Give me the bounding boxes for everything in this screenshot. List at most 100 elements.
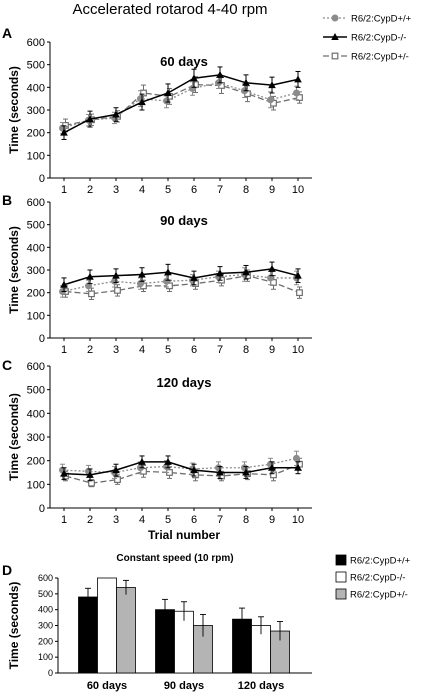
x-tick-label: 10 (292, 514, 304, 526)
data-point (86, 115, 94, 123)
data-point (216, 269, 224, 277)
bar-panel: D Constant speed (10 rpm) 0 100 200 300 400 500… (2, 553, 312, 692)
x-tick-label: 2 (87, 344, 93, 356)
data-point (268, 264, 276, 272)
legend-top: R6/2:CypD+/+ R6/2:CypD-/- R6/2:CypD+/- (323, 14, 412, 63)
y-tick-label: 500 (27, 60, 45, 72)
y-tick-label: 500 (27, 385, 45, 397)
x-tick-label: 1 (61, 184, 67, 196)
series-1 (60, 66, 302, 140)
legend-item: R6/2:CypD+/+ (323, 14, 412, 25)
legend-label: R6/2:CypD+/+ (351, 14, 412, 25)
y-tick-label: 400 (38, 605, 53, 615)
legend-bar: R6/2:CypD+/+ R6/2:CypD-/- R6/2:CypD+/- (335, 554, 411, 601)
y-tick-label: 400 (27, 242, 45, 254)
x-tick-label: 10 (292, 344, 304, 356)
x-tick-label: 8 (243, 184, 249, 196)
series-2 (62, 457, 303, 488)
data-point (164, 89, 172, 96)
series-line (62, 457, 297, 474)
x-tick-label: 7 (217, 184, 223, 196)
data-point (112, 271, 120, 279)
series-line (65, 463, 300, 484)
legend-item: R6/2:CypD+/- (335, 588, 408, 601)
panel-title: 90 days (160, 213, 208, 228)
data-point (114, 287, 121, 294)
data-point (164, 268, 172, 276)
data-point (270, 471, 277, 479)
x-tick-label: 4 (139, 344, 145, 356)
legend-marker (331, 14, 339, 22)
panel-title: Constant speed (10 rpm) (116, 553, 233, 564)
data-point (268, 81, 276, 89)
x-tick-label: 10 (292, 184, 304, 196)
main-title: Accelerated rotarod 4-40 rpm (72, 1, 267, 18)
legend-marker (331, 33, 339, 40)
line-panel-C: C 120 days 0 100 200 300 400 500 600 1 2 3 4 5 6 7 8 9 10 T… (2, 357, 312, 542)
x-tick-label: 4 (139, 514, 145, 526)
y-tick-label: 200 (27, 128, 45, 140)
series-line (65, 83, 300, 127)
x-tick-label: 3 (113, 514, 119, 526)
y-tick-label: 500 (38, 589, 53, 599)
bar (78, 596, 98, 674)
panel-title: 60 days (160, 54, 208, 69)
data-point (88, 290, 95, 298)
y-tick-label: 100 (38, 652, 53, 662)
y-tick-label: 600 (27, 361, 45, 373)
series-line (63, 74, 299, 134)
y-tick-label: 600 (27, 37, 45, 49)
legend-marker (331, 52, 339, 60)
series-line (63, 461, 298, 476)
category-label: 60 days (87, 680, 127, 692)
data-point (164, 457, 172, 465)
legend-label: R6/2:CypD+/- (351, 52, 409, 63)
legend-swatch (335, 588, 347, 600)
x-tick-label: 4 (139, 184, 145, 196)
category-label: 90 days (164, 680, 204, 692)
data-point (294, 75, 302, 83)
legend-label: R6/2:CypD+/+ (350, 556, 411, 567)
x-tick-label: 2 (87, 514, 93, 526)
x-tick-label: 8 (243, 514, 249, 526)
panel-title: 120 days (157, 375, 212, 390)
x-tick-label: 7 (217, 514, 223, 526)
x-tick-label: 9 (269, 184, 275, 196)
y-axis-label: Time (seconds) (7, 66, 21, 154)
legend-item: R6/2:CypD+/+ (335, 554, 411, 567)
data-point (163, 277, 170, 285)
legend-label: R6/2:CypD+/- (350, 590, 408, 601)
y-tick-label: 0 (48, 668, 53, 678)
bar (97, 577, 117, 674)
data-point (138, 457, 146, 465)
data-point (112, 466, 120, 474)
y-tick-label: 0 (39, 173, 45, 185)
x-tick-label: 9 (269, 344, 275, 356)
data-point (60, 128, 68, 136)
x-tick-label: 7 (217, 344, 223, 356)
data-point (111, 277, 118, 285)
data-point (190, 466, 198, 474)
data-point (86, 272, 94, 280)
series-line (62, 82, 297, 129)
y-tick-label: 100 (27, 310, 45, 322)
x-tick-label: 5 (165, 344, 171, 356)
x-tick-label: 5 (165, 514, 171, 526)
legend-swatch (335, 554, 347, 566)
data-point (267, 274, 274, 282)
x-tick-label: 6 (191, 184, 197, 196)
data-point (86, 470, 94, 478)
data-point (114, 476, 121, 483)
x-tick-label: 1 (61, 344, 67, 356)
panel-letter: C (2, 357, 12, 373)
y-tick-label: 600 (38, 573, 53, 583)
data-point (138, 270, 146, 278)
y-tick-label: 300 (27, 432, 45, 444)
data-point (137, 280, 144, 288)
data-point (293, 89, 300, 97)
data-point (190, 74, 198, 82)
y-tick-label: 200 (27, 456, 45, 468)
